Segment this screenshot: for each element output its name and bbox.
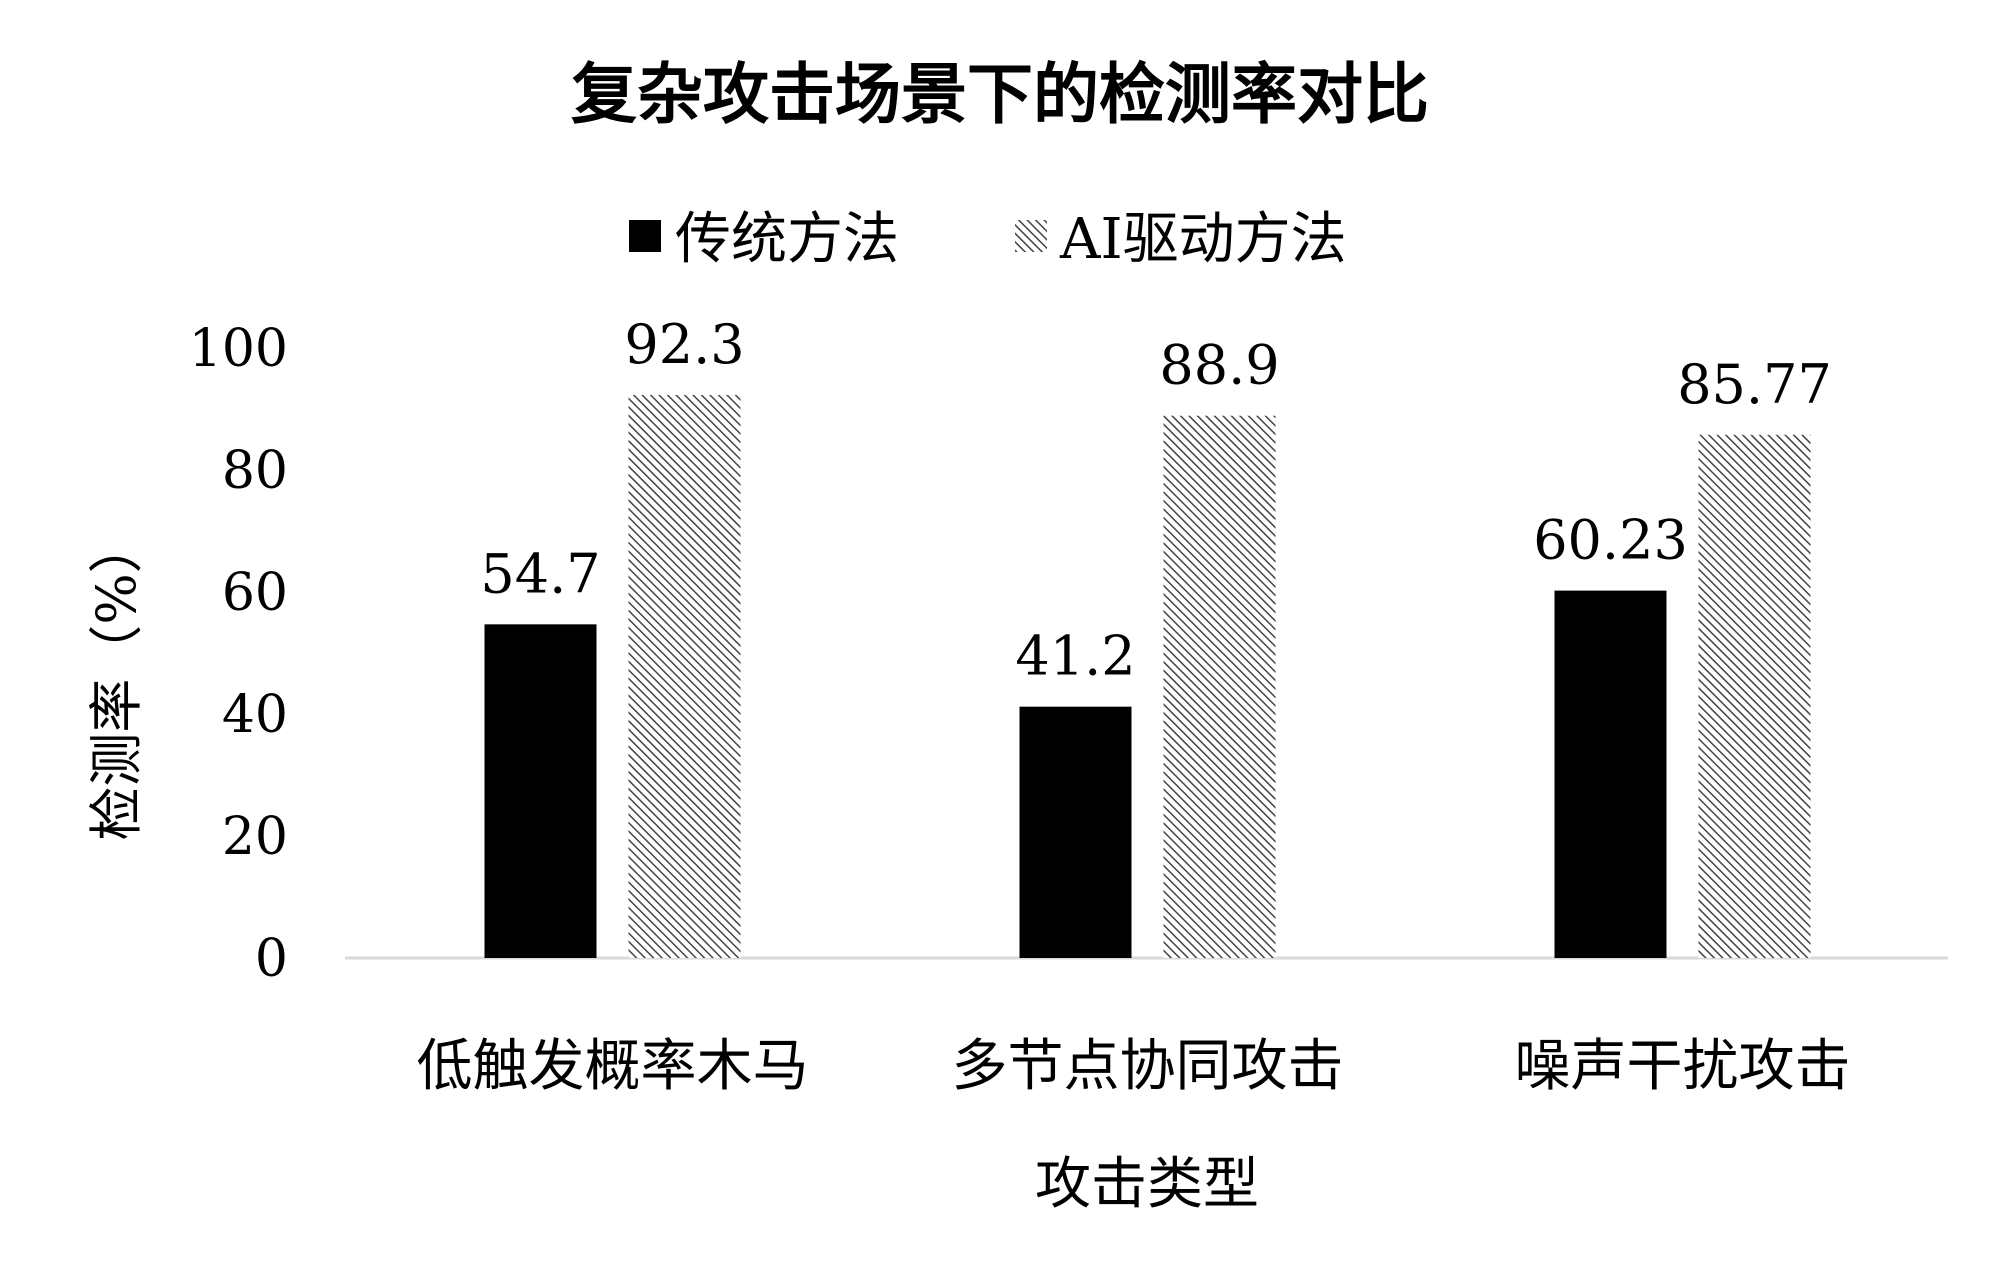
chart-title: 复杂攻击场景下的检测率对比 <box>571 56 1429 133</box>
x-tick-label: 多节点协同攻击 <box>952 1034 1344 1099</box>
data-label: 92.3 <box>624 313 744 376</box>
y-tick-label: 60 <box>222 563 288 623</box>
legend-swatch-traditional <box>629 220 661 252</box>
y-tick-label: 0 <box>255 929 288 989</box>
legend: 传统方法 AI驱动方法 <box>629 207 1347 272</box>
bars <box>484 394 1811 959</box>
x-tick-label: 低触发概率木马 <box>417 1034 809 1099</box>
y-tick-label: 80 <box>222 441 288 501</box>
data-label: 54.7 <box>480 542 600 605</box>
bar-traditional-2 <box>1554 590 1667 958</box>
x-tick-label: 噪声干扰攻击 <box>1515 1034 1851 1099</box>
data-label: 60.23 <box>1533 509 1688 572</box>
data-label: 41.2 <box>1015 625 1135 688</box>
bar-traditional-1 <box>1019 706 1132 958</box>
legend-swatch-ai <box>1015 220 1047 252</box>
bar-ai-2 <box>1698 434 1811 959</box>
y-axis-label: 检测率（%） <box>85 519 148 840</box>
legend-label-ai: AI驱动方法 <box>1059 207 1347 272</box>
data-label: 85.77 <box>1677 353 1832 416</box>
y-axis-ticks: 0 20 40 60 80 100 <box>189 319 288 989</box>
y-tick-label: 40 <box>222 685 288 745</box>
data-labels: 54.7 92.3 41.2 88.9 60.23 85.77 <box>480 313 1831 688</box>
data-label: 88.9 <box>1159 334 1279 397</box>
x-axis-label: 攻击类型 <box>1035 1152 1259 1217</box>
bar-ai-0 <box>628 394 741 959</box>
x-axis-ticks: 低触发概率木马 多节点协同攻击 噪声干扰攻击 <box>417 1034 1851 1099</box>
bar-ai-1 <box>1163 415 1276 959</box>
y-tick-label: 20 <box>222 807 288 867</box>
y-tick-label: 100 <box>189 319 288 379</box>
bar-traditional-0 <box>484 624 597 958</box>
legend-label-traditional: 传统方法 <box>675 207 899 272</box>
